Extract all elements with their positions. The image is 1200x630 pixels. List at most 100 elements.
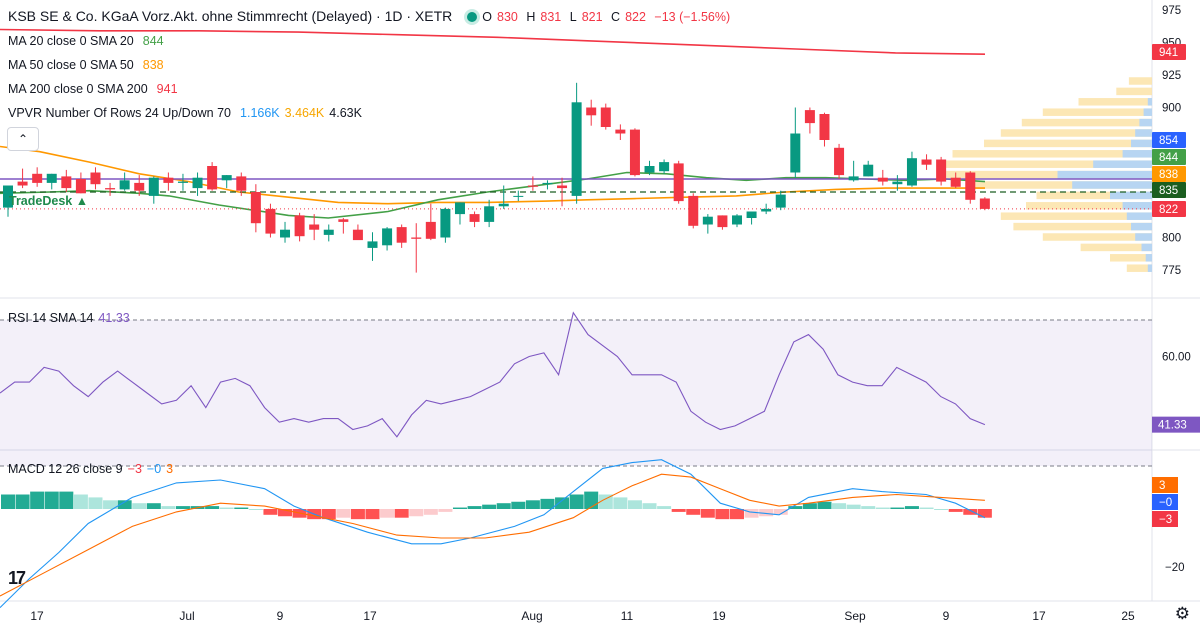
candle xyxy=(17,168,28,189)
low-value: 821 xyxy=(581,10,603,24)
ma20-legend[interactable]: MA 20 close 0 SMA 20 844 xyxy=(8,34,169,48)
candle xyxy=(979,197,990,211)
tradingview-logo[interactable]: 17 xyxy=(8,568,26,588)
vpvr-up-bar xyxy=(1135,233,1152,241)
vpvr-down-bar xyxy=(1026,202,1152,210)
rsi-legend[interactable]: RSI 14 SMA 14 41.33 xyxy=(8,311,135,325)
vpvr-down-bar xyxy=(1078,98,1152,106)
candle-body xyxy=(163,177,174,183)
vpvr-up-bar xyxy=(1139,118,1152,127)
candle xyxy=(396,224,407,248)
macd-histogram-bar xyxy=(904,506,919,509)
macd-histogram-bar xyxy=(744,509,759,518)
candle xyxy=(921,154,932,170)
ma200-value: 941 xyxy=(156,82,178,96)
price-tag xyxy=(1152,44,1186,60)
candle xyxy=(965,171,976,204)
price-tag-label: 854 xyxy=(1159,135,1179,147)
vpvr-down-bar xyxy=(1116,87,1152,96)
ma200-legend[interactable]: MA 200 close 0 SMA 200 941 xyxy=(8,82,183,96)
candle xyxy=(877,169,888,186)
candle xyxy=(557,177,568,207)
vpvr-down-bar xyxy=(1042,233,1152,241)
candle-body xyxy=(280,229,291,238)
macd-histogram-bar xyxy=(598,494,613,509)
candle xyxy=(454,202,465,225)
candle xyxy=(309,214,320,241)
macd-histogram-bar xyxy=(730,509,744,520)
macd-histogram-bar xyxy=(146,503,161,509)
candle-body xyxy=(571,102,582,196)
vpvr-up-bar xyxy=(1110,191,1152,200)
time-tick-label: 17 xyxy=(30,609,44,623)
candle xyxy=(105,182,116,196)
candle-body xyxy=(906,158,917,186)
vpvr-down-bar xyxy=(1013,222,1152,231)
candle-body xyxy=(527,185,538,187)
candle-body xyxy=(32,173,43,183)
macd-histogram-bar xyxy=(671,509,686,512)
vpvr-up-bar xyxy=(1135,129,1152,137)
chevron-up-icon: ⌃ xyxy=(17,132,29,146)
candle-body xyxy=(440,208,451,238)
candle-body xyxy=(586,107,597,116)
candle-body xyxy=(673,163,684,202)
candle xyxy=(498,185,509,209)
macd-histogram-bar xyxy=(875,507,890,509)
candle-body xyxy=(148,177,159,196)
candle-body xyxy=(90,172,101,185)
macd-histogram-bar xyxy=(977,509,992,518)
candle-body xyxy=(513,195,524,197)
macd-histogram-bar xyxy=(30,491,45,509)
candle xyxy=(75,172,86,194)
candle-body xyxy=(75,179,86,194)
candle xyxy=(615,124,626,140)
candle-body xyxy=(119,180,130,190)
macd-signal-line xyxy=(0,473,985,597)
candle-body xyxy=(717,215,728,228)
vpvr-up-bar xyxy=(1145,254,1152,262)
macd-histogram-bar xyxy=(817,501,832,509)
time-tick-label: 9 xyxy=(943,609,950,623)
vpvr-up-bar xyxy=(1141,243,1152,252)
candle xyxy=(134,175,145,196)
rsi-label: RSI 14 SMA 14 xyxy=(8,311,94,325)
candle xyxy=(717,215,728,230)
macd-histogram-bar xyxy=(496,503,511,509)
vpvr-up-bar xyxy=(1126,212,1152,220)
vpvr-down-bar xyxy=(984,139,1152,148)
price-tag xyxy=(1152,201,1186,217)
candle xyxy=(250,184,261,233)
candle xyxy=(659,159,670,174)
collapse-legend-button[interactable]: ⌃ xyxy=(7,127,39,151)
macd-histogram-bar xyxy=(438,509,453,512)
macd-line-value: −3 xyxy=(127,462,142,476)
macd-histogram-bar xyxy=(715,509,730,520)
candle-body xyxy=(105,188,116,190)
macd-histogram-bar xyxy=(44,491,59,509)
macd-histogram-bar xyxy=(642,503,657,509)
candle-body xyxy=(236,176,247,191)
macd-legend[interactable]: MACD 12 26 close 9 −3 −0 3 xyxy=(8,462,178,476)
vpvr-up-bar xyxy=(1131,222,1152,231)
macd-histogram-bar xyxy=(467,506,482,509)
ma50-legend[interactable]: MA 50 close 0 SMA 50 838 xyxy=(8,58,169,72)
vpvr-up-bar xyxy=(1122,202,1152,210)
price-tick-label: 975 xyxy=(1162,5,1181,17)
candle xyxy=(513,190,524,202)
rsi-value-tag-label: 41.33 xyxy=(1158,420,1187,432)
candle-body xyxy=(615,129,626,134)
symbol-title[interactable]: KSB SE & Co. KGaA Vorz.Akt. ohne Stimmre… xyxy=(8,8,453,24)
macd-histogram-bar xyxy=(73,494,88,509)
candle xyxy=(819,112,830,147)
gear-icon[interactable]: ⚙ xyxy=(1174,604,1190,623)
candle-body xyxy=(221,175,232,181)
vpvr-legend[interactable]: VPVR Number Of Rows 24 Up/Down 70 1.166K 3… xyxy=(8,106,367,120)
macd-signal-value: −0 xyxy=(146,462,162,476)
candle xyxy=(848,160,859,182)
macd-tick-label: −20 xyxy=(1165,562,1185,574)
macd-histogram-bar xyxy=(15,494,30,509)
macd-histogram-bar xyxy=(248,509,263,510)
time-tick-label: 19 xyxy=(712,609,726,623)
